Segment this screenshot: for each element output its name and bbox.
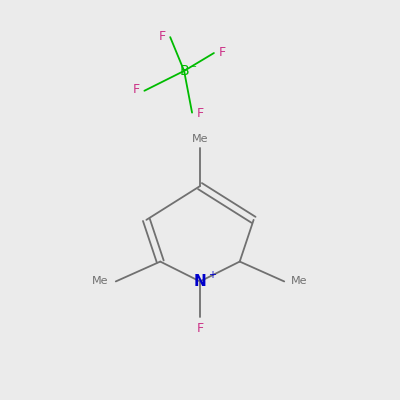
Text: F: F <box>132 84 140 96</box>
Text: B: B <box>179 64 189 78</box>
Text: F: F <box>158 30 166 43</box>
Text: +: + <box>208 270 216 280</box>
Text: Me: Me <box>92 276 109 286</box>
Text: F: F <box>197 107 204 120</box>
Text: Me: Me <box>192 134 208 144</box>
Text: F: F <box>196 322 204 335</box>
Text: N: N <box>194 274 206 289</box>
Text: F: F <box>219 46 226 59</box>
Text: Me: Me <box>291 276 308 286</box>
Text: −: − <box>189 62 196 72</box>
